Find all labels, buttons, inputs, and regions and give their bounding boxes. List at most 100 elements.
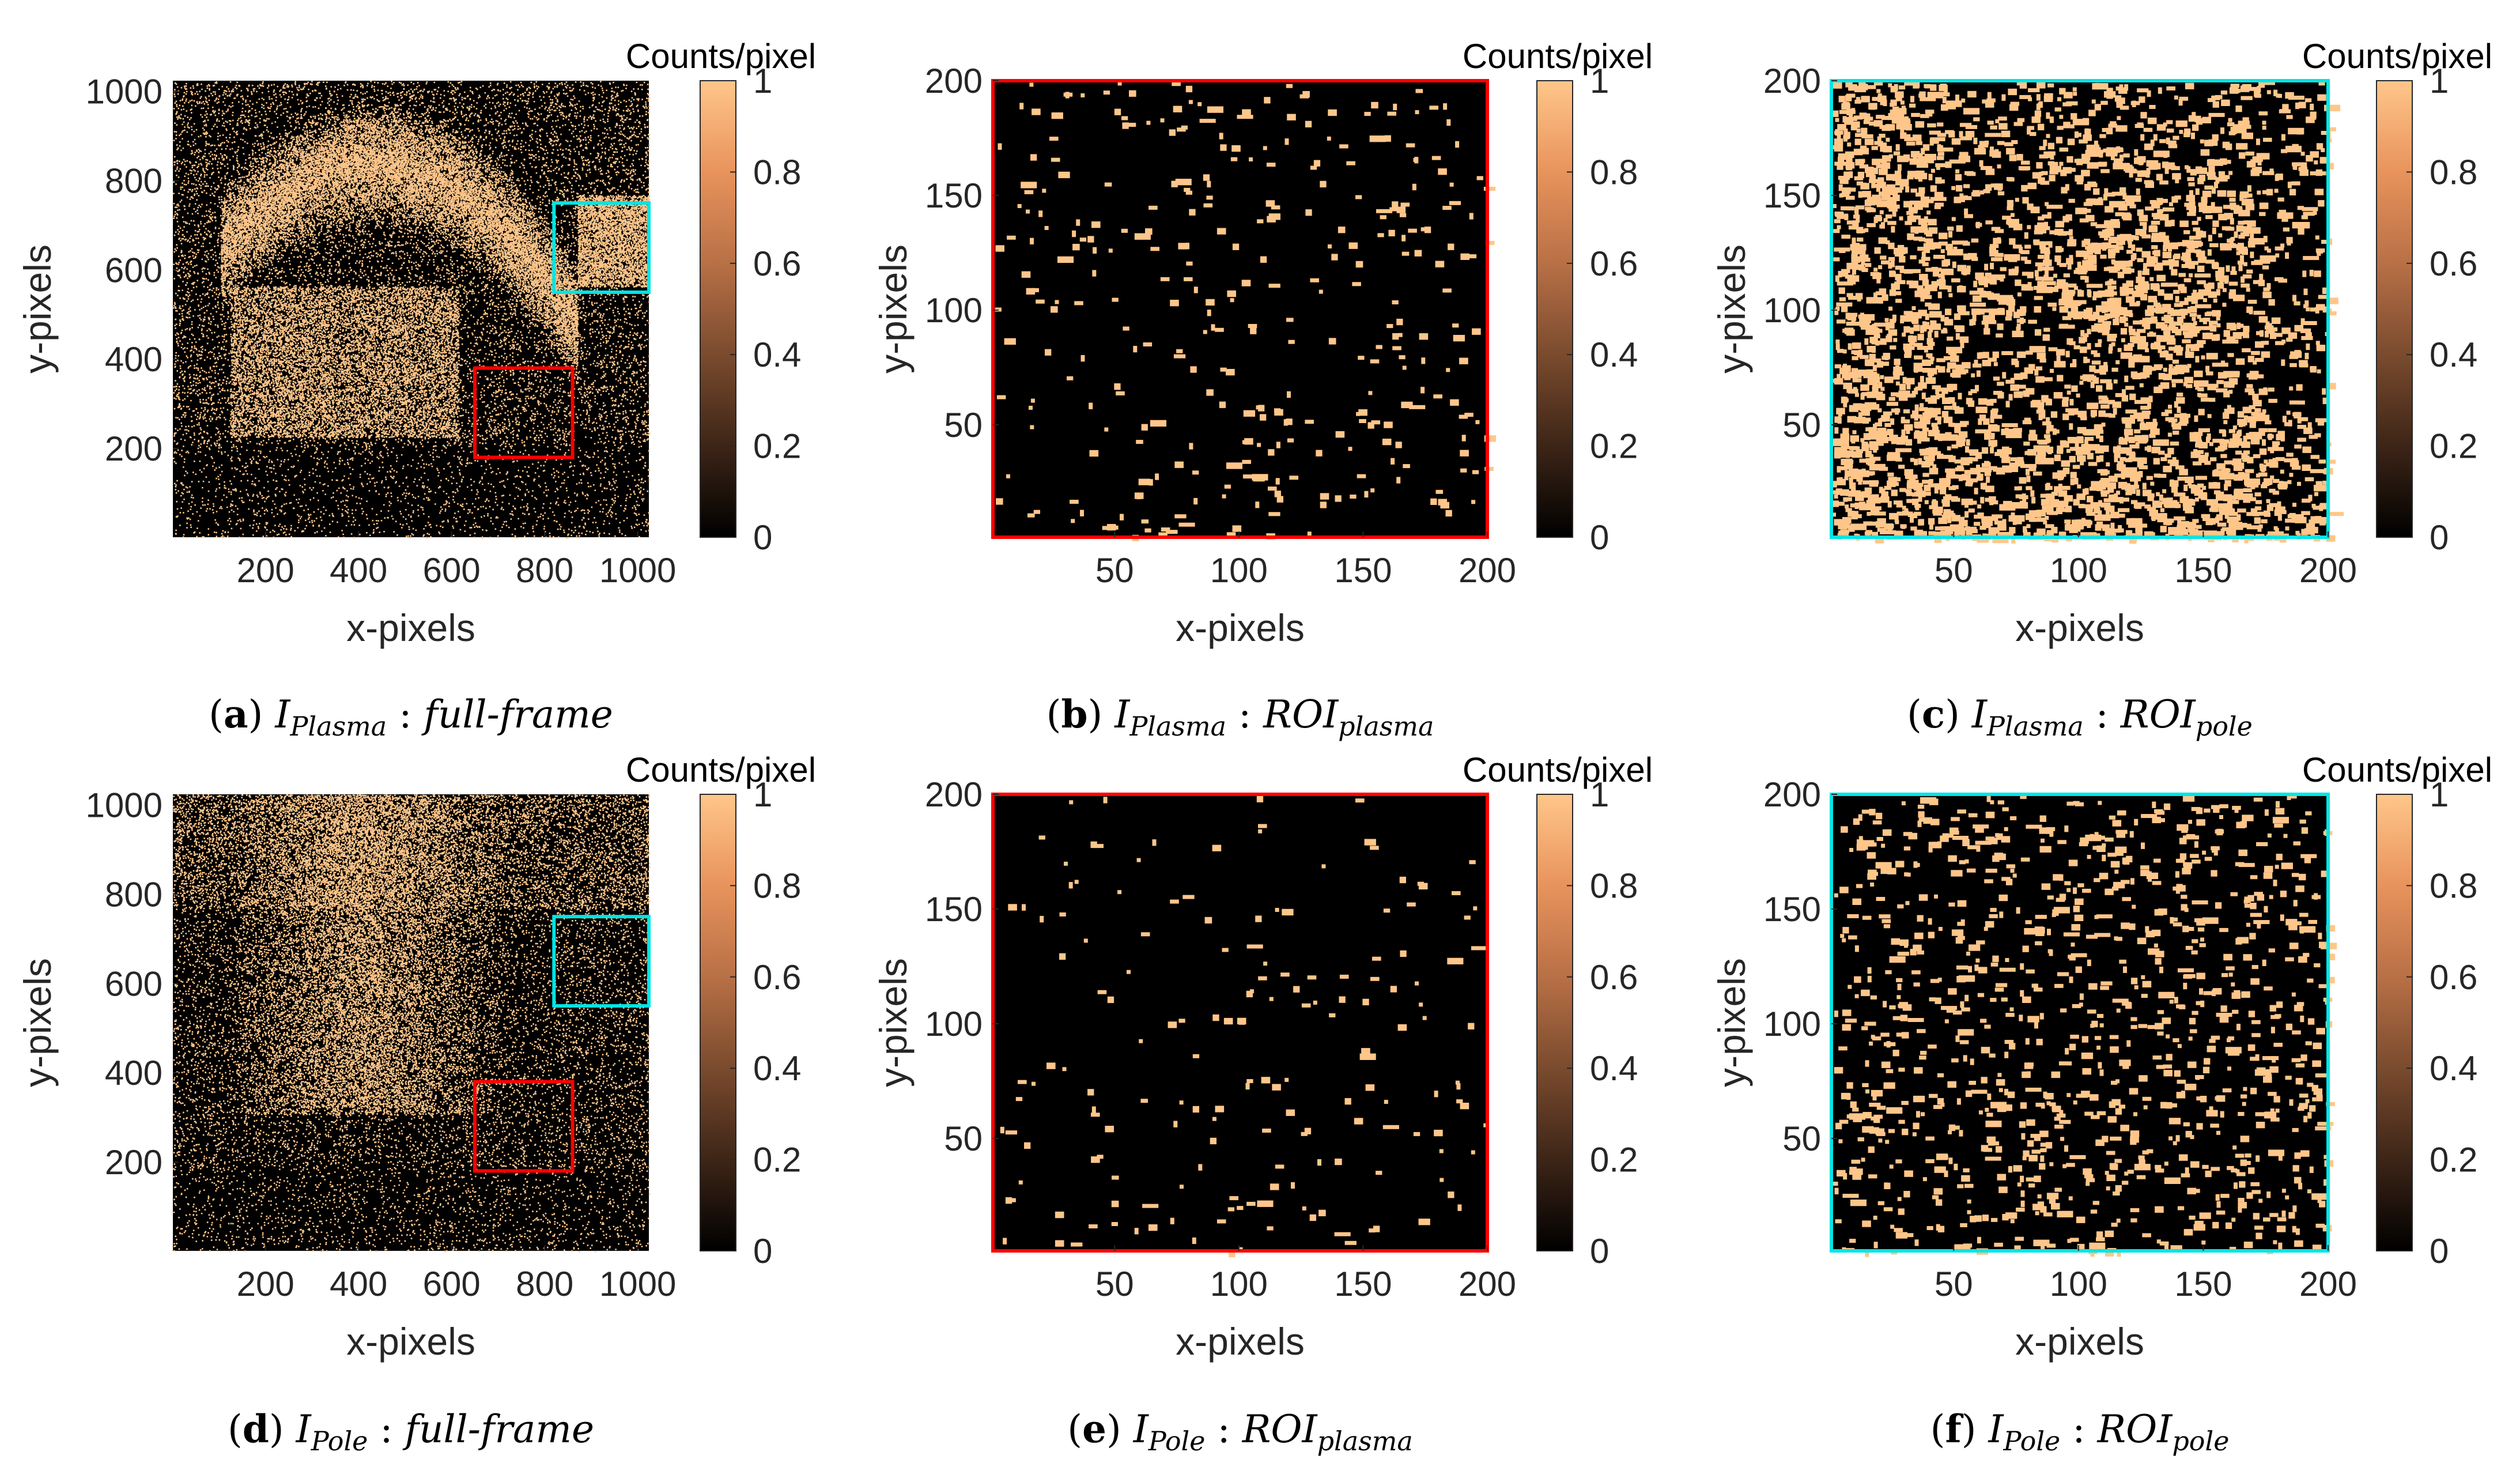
count-pixel — [421, 342, 422, 344]
count-pixel — [632, 439, 633, 440]
count-pixel — [399, 383, 401, 384]
count-pixel — [610, 509, 611, 511]
count-pixel — [373, 89, 375, 90]
count-pixel — [473, 316, 475, 318]
count-pixel — [592, 532, 594, 534]
count-pixel — [556, 364, 558, 366]
count-pixel — [621, 139, 623, 141]
count-pixel — [277, 379, 278, 380]
count-pixel — [396, 304, 398, 306]
count-pixel — [217, 325, 219, 326]
count-pixel — [271, 434, 273, 436]
count-pixel — [437, 242, 439, 244]
count-pixel — [286, 247, 288, 249]
count-pixel — [352, 513, 353, 515]
count-pixel — [384, 403, 386, 405]
count-pixel — [318, 500, 319, 501]
count-pixel — [265, 278, 266, 280]
count-pixel — [583, 340, 584, 341]
count-pixel — [289, 346, 291, 348]
count-pixel — [505, 365, 507, 367]
count-pixel — [643, 424, 644, 425]
count-pixel — [611, 103, 613, 104]
count-pixel — [479, 361, 481, 363]
count-pixel — [573, 224, 575, 226]
count-pixel — [618, 341, 619, 343]
count-pixel — [317, 381, 319, 383]
count-pixel — [181, 243, 183, 245]
count-pixel — [305, 345, 307, 346]
count-pixel — [301, 443, 303, 444]
count-pixel — [434, 299, 436, 301]
count-pixel — [345, 235, 347, 236]
count-pixel — [206, 214, 208, 216]
count-pixel — [599, 438, 601, 440]
count-pixel — [452, 286, 454, 288]
count-pixel — [624, 136, 626, 138]
count-pixel — [503, 146, 504, 148]
count-pixel — [347, 409, 349, 410]
count-pixel — [300, 472, 301, 473]
count-pixel — [419, 403, 421, 405]
count-pixel — [517, 96, 519, 97]
count-pixel — [409, 281, 410, 283]
count-pixel — [618, 133, 620, 134]
count-pixel — [561, 235, 562, 237]
count-pixel — [201, 203, 203, 205]
count-pixel — [637, 519, 638, 521]
count-pixel — [340, 310, 342, 311]
count-pixel — [372, 316, 374, 318]
count-pixel — [192, 315, 194, 317]
count-pixel — [202, 216, 203, 217]
count-pixel — [176, 134, 177, 136]
count-pixel — [333, 214, 334, 216]
count-pixel — [309, 130, 311, 131]
count-pixel — [420, 337, 421, 339]
count-pixel — [433, 296, 435, 298]
count-pixel — [331, 497, 333, 499]
count-pixel — [454, 402, 455, 404]
count-pixel — [232, 120, 234, 122]
count-pixel — [440, 240, 441, 242]
count-pixel — [508, 272, 509, 274]
count-pixel — [187, 223, 188, 224]
count-pixel — [603, 402, 605, 404]
count-pixel — [571, 522, 573, 524]
count-pixel — [454, 407, 456, 409]
count-pixel — [241, 90, 243, 92]
count-pixel — [199, 315, 201, 316]
count-pixel — [400, 284, 402, 285]
count-pixel — [605, 296, 607, 298]
count-pixel — [298, 214, 300, 216]
count-pixel — [289, 284, 291, 286]
count-pixel — [449, 312, 451, 314]
count-pixel — [269, 467, 271, 469]
count-pixel — [470, 381, 471, 383]
count-pixel — [509, 363, 511, 364]
count-pixel — [308, 105, 310, 107]
count-pixel — [257, 145, 259, 146]
count-pixel — [332, 429, 334, 431]
count-pixel — [274, 531, 275, 533]
count-pixel — [558, 537, 560, 538]
count-pixel — [383, 425, 385, 427]
count-pixel — [353, 487, 354, 488]
count-pixel — [430, 206, 432, 208]
count-pixel — [500, 112, 502, 114]
count-pixel — [371, 315, 372, 317]
count-pixel — [215, 299, 217, 300]
count-pixel — [186, 300, 188, 302]
count-pixel — [209, 231, 211, 233]
count-pixel — [520, 389, 522, 391]
count-pixel — [414, 437, 416, 439]
count-pixel — [304, 266, 305, 268]
count-pixel — [554, 475, 556, 477]
count-pixel — [217, 443, 218, 444]
count-pixel — [175, 248, 176, 250]
count-pixel — [209, 161, 211, 163]
count-pixel — [630, 331, 632, 333]
count-pixel — [609, 107, 610, 108]
count-pixel — [383, 97, 384, 99]
count-pixel — [372, 397, 374, 398]
count-pixel — [206, 420, 207, 422]
